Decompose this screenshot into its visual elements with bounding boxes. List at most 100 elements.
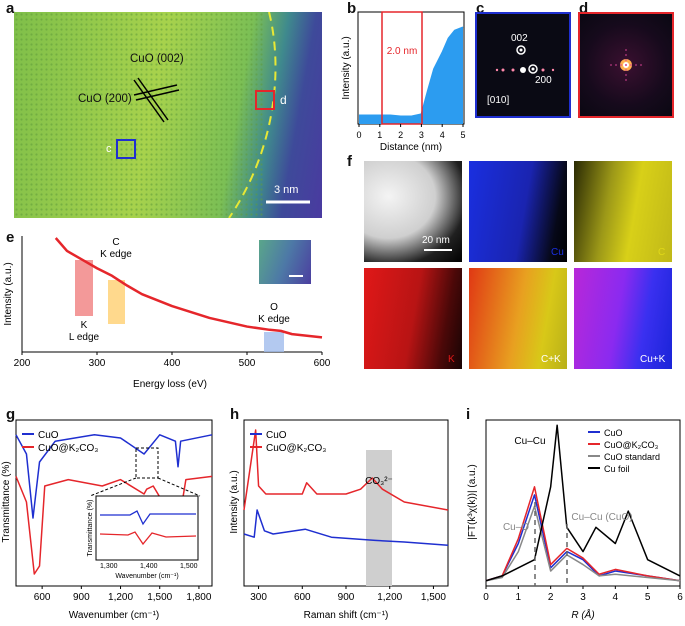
e-xtick-3: 500 (239, 358, 256, 369)
h-xtick-3: 1,200 (377, 592, 402, 603)
h-legend-cuok: CuO@K₂CO₃ (266, 443, 326, 454)
i-legend-3: Cu foil (604, 464, 630, 474)
i-annot-cucu-cuo: Cu–Cu (CuO) (571, 512, 632, 523)
i-xtick-3: 3 (580, 592, 586, 603)
e-xtick-1: 300 (89, 358, 106, 369)
g-legend-cuok: CuO@K₂CO₃ (38, 443, 98, 454)
e-xtick-2: 400 (164, 358, 181, 369)
g-series-0 (15, 434, 213, 519)
b-area (359, 27, 463, 125)
i-legend-0: CuO (604, 428, 623, 438)
e-series-0 (54, 237, 323, 339)
g-inset-xtick-0: 1,300 (100, 563, 118, 570)
surface-boundary-line (228, 12, 277, 218)
panel-label-b: b (347, 0, 357, 17)
fft-spot-002: 002 (511, 33, 528, 44)
h-xtick-0: 300 (250, 592, 267, 603)
cuo200-label: CuO (200) (78, 93, 132, 105)
h-series-0 (243, 509, 449, 546)
h-ylabel: Intensity (a.u.) (229, 470, 240, 533)
panel-label-i: i (466, 406, 471, 423)
fft-spot-200: 200 (535, 75, 552, 86)
e-c-edge-label1: C (112, 237, 119, 248)
region-c-box (116, 139, 136, 159)
i-xlabel: R (Å) (571, 608, 594, 621)
h-xtick-4: 1,500 (421, 592, 446, 603)
i-series-1 (485, 486, 681, 582)
g-inset-cuo (100, 510, 196, 526)
map-ck-label: C+K (541, 354, 561, 365)
panel-label-d: d (579, 0, 589, 17)
h-xtick-1: 600 (294, 592, 311, 603)
i-series-0 (485, 494, 681, 582)
map-c: C (574, 161, 672, 262)
b-xtick-3: 3 (419, 130, 424, 140)
map-cuk-label: Cu+K (640, 354, 666, 365)
map-cuk: Cu+K (574, 268, 672, 369)
region-d-box (255, 90, 275, 110)
scale-label-f: 20 nm (422, 235, 450, 246)
b-xlabel: Distance (nm) (380, 142, 442, 153)
g-xtick-1: 900 (73, 592, 90, 603)
i-series-3 (485, 424, 681, 582)
b-xtick-1: 1 (377, 130, 382, 140)
fft-image-d (578, 12, 674, 118)
hrtem-image: CuO (002) CuO (200) c d 3 nm (14, 12, 322, 218)
haadf-image: 20 nm (364, 161, 462, 262)
e-o-edge-label1: O (270, 302, 278, 313)
g-inset-xtick-2: 1,500 (180, 563, 198, 570)
i-annot-cucu: Cu–Cu (514, 436, 545, 447)
i-xtick-2: 2 (548, 592, 554, 603)
h-series-1 (243, 429, 449, 511)
g-inset (95, 495, 199, 561)
e-xtick-4: 600 (314, 358, 330, 369)
b-xtick-2: 2 (398, 130, 403, 140)
panel-label-g: g (6, 406, 16, 423)
panel-label-c: c (476, 0, 485, 17)
eels-inset-image (259, 240, 311, 284)
i-xtick-5: 5 (645, 592, 651, 603)
panel-label-e: e (6, 229, 15, 246)
i-xtick-6: 6 (677, 592, 683, 603)
i-legend-2: CuO standard (604, 452, 660, 462)
g-xlabel: Wavenumber (cm⁻¹) (69, 610, 159, 621)
e-xlabel: Energy loss (eV) (133, 379, 207, 390)
h-co3-label: CO₃²⁻ (365, 476, 393, 487)
b-xtick-5: 5 (460, 130, 465, 140)
i-annot-cuo: Cu–O (503, 522, 529, 533)
map-k-label: K (448, 354, 455, 365)
fft-zone-axis: [010] (487, 95, 510, 106)
b-xtick-4: 4 (440, 130, 445, 140)
chart-h: 300 600 900 1,200 1,500 CuO CuO@K₂CO₃ CO₃²⁻ … (229, 419, 449, 621)
box-c-label: c (106, 143, 112, 155)
i-legend-1: CuO@K₂CO₃ (604, 440, 659, 450)
g-ylabel: Transmittance (%) (1, 461, 12, 542)
e-c-edge-label2: K edge (100, 249, 132, 260)
g-inset-xlabel: Wavenumber (cm⁻¹) (115, 573, 178, 580)
map-cu: Cu (469, 161, 567, 262)
g-xtick-2: 1,200 (108, 592, 133, 603)
chart-i: 0 1 2 3 4 5 6 Cu–Cu Cu–O Cu–Cu (CuO) CuO CuO@K… (467, 419, 683, 621)
panel-label-f: f (347, 153, 352, 170)
e-o-edge-band (264, 332, 284, 352)
e-ylabel: Intensity (a.u.) (3, 262, 14, 325)
b-ylabel: Intensity (a.u.) (341, 36, 352, 99)
e-c-edge-band (108, 280, 125, 324)
b-xtick-0: 0 (356, 130, 361, 140)
panel-label-h: h (230, 406, 240, 423)
h-co3-band (366, 450, 392, 586)
box-d-label: d (280, 93, 287, 107)
g-inset-cuok (99, 531, 197, 546)
e-k-edge-label2: L edge (69, 332, 100, 343)
e-k-edge-label1: K (81, 320, 88, 331)
chart-b: 2.0 nm 0 1 2 3 4 5 Distance (nm) Intensity (a… (341, 11, 466, 153)
i-xtick-4: 4 (613, 592, 619, 603)
e-k-edge-band (75, 260, 93, 316)
e-xtick-0: 200 (14, 358, 31, 369)
fft-image-c: 002 200 [010] (475, 12, 571, 118)
scale-label-a: 3 nm (274, 184, 299, 196)
e-o-edge-label2: K edge (258, 314, 290, 325)
map-ck: C+K (469, 268, 567, 369)
i-xtick-1: 1 (516, 592, 522, 603)
cuo002-label: CuO (002) (130, 53, 184, 65)
